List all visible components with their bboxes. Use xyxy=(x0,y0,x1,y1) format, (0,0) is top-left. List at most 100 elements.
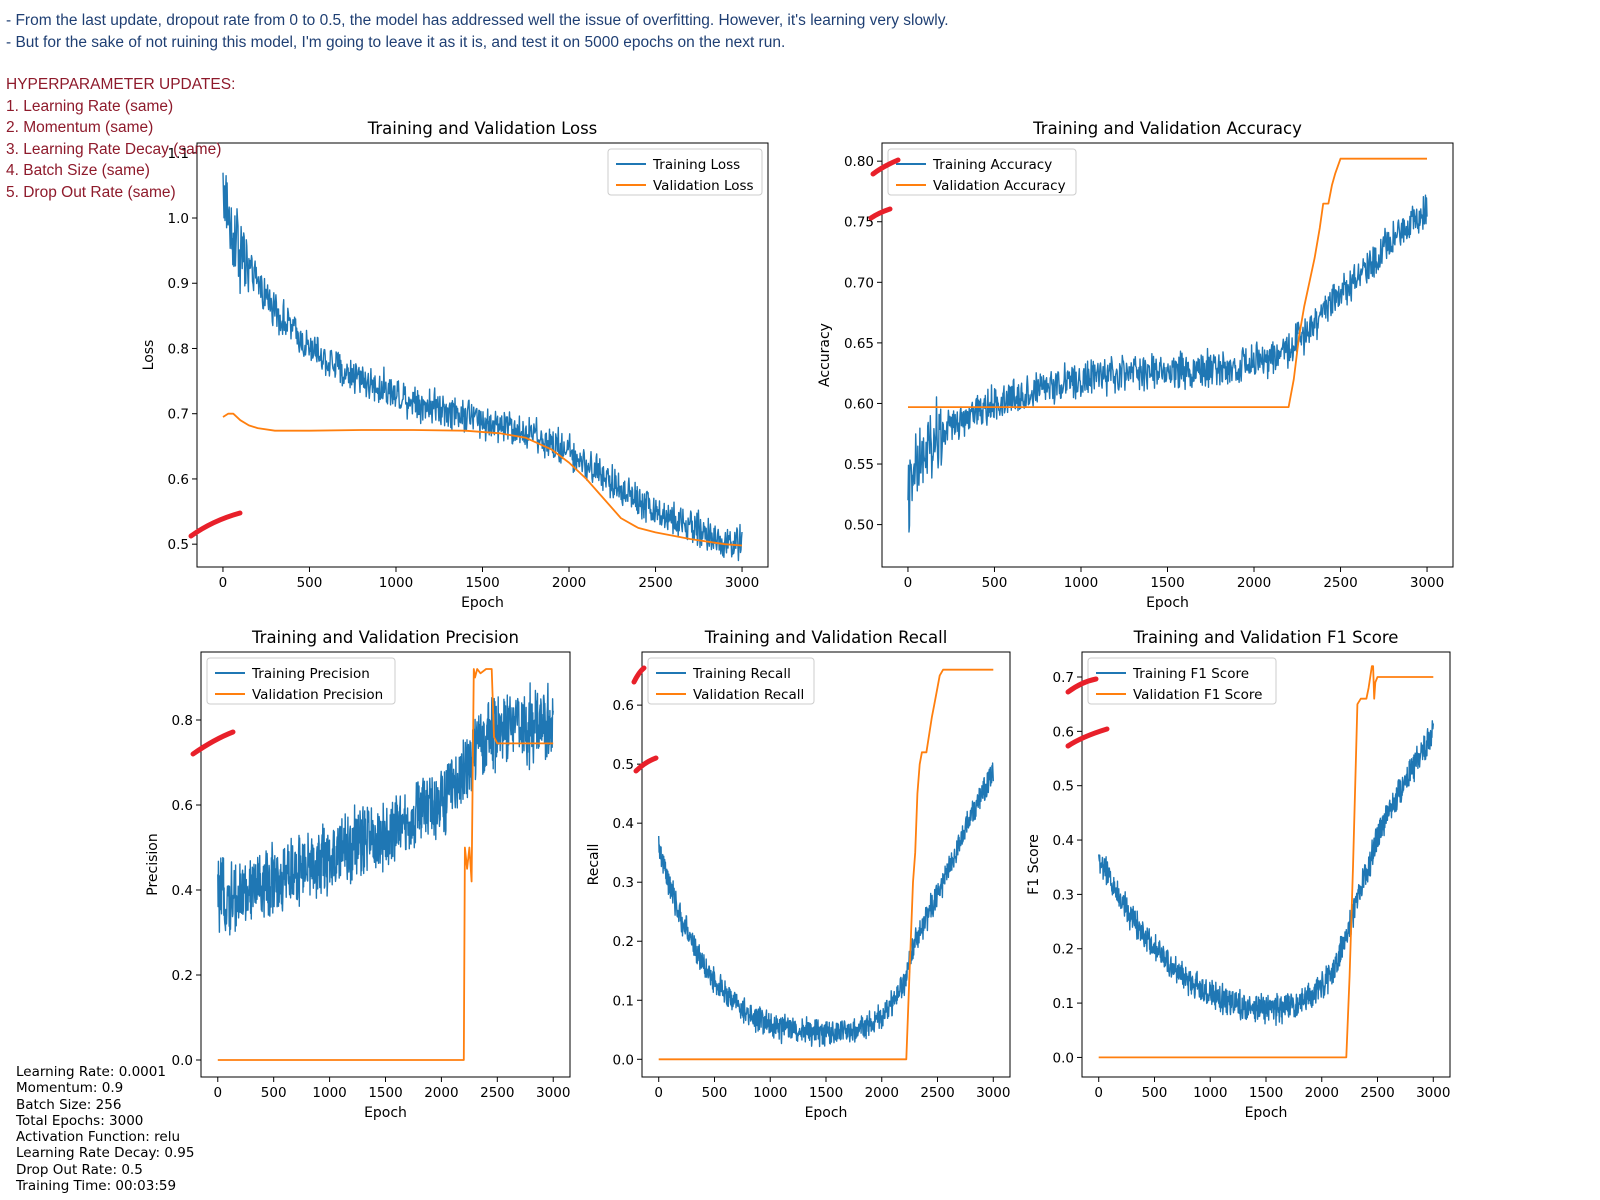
config-line: Learning Rate: 0.0001 xyxy=(16,1064,166,1080)
x-tick-label: 1000 xyxy=(1064,575,1098,591)
config-line: Activation Function: relu xyxy=(16,1129,181,1146)
chart-4: 0 500 1000 1500 2000 2500 3000 0.0 0.1 0.2 0.3 0.4 0… xyxy=(586,628,1011,1121)
y-tick-label: 1.0 xyxy=(168,211,189,227)
series-line-training xyxy=(1098,720,1434,1027)
series-line-validation xyxy=(222,412,743,547)
legend-label: Validation Loss xyxy=(653,178,754,194)
legend-label: Training Loss xyxy=(652,157,740,173)
x-tick-label: 500 xyxy=(982,575,1008,591)
x-tick-label: 1500 xyxy=(465,575,499,591)
y-tick-label: 0.1 xyxy=(613,993,634,1009)
annotation-mark xyxy=(188,510,243,539)
hyperparameter-item: 4. Batch Size (same) xyxy=(6,162,150,179)
legend-label: Training Precision xyxy=(251,666,370,682)
y-tick-label: 0.4 xyxy=(172,883,193,899)
y-tick-label: 0.55 xyxy=(844,457,874,473)
note-line: - From the last update, dropout rate fro… xyxy=(6,12,949,29)
y-tick-label: 0.3 xyxy=(1053,887,1074,903)
annotation-mark xyxy=(190,729,236,757)
y-tick-label: 0.80 xyxy=(844,154,874,170)
annotation-mark xyxy=(868,206,893,221)
x-tick-label: 2000 xyxy=(865,1085,899,1101)
x-tick-label: 1500 xyxy=(1150,575,1184,591)
x-tick-label: 500 xyxy=(702,1085,728,1101)
x-tick-label: 1000 xyxy=(312,1085,346,1101)
x-tick-label: 500 xyxy=(261,1085,287,1101)
config-line: Learning Rate Decay: 0.95 xyxy=(16,1145,195,1162)
y-tick-label: 0.5 xyxy=(613,757,634,773)
y-axis-label: Loss xyxy=(141,340,157,371)
y-tick-label: 0.7 xyxy=(168,407,189,423)
series-line-training xyxy=(907,194,1428,533)
x-tick-label: 2500 xyxy=(1360,1085,1394,1101)
y-tick-label: 0.4 xyxy=(613,816,634,832)
series-line-training xyxy=(658,762,994,1048)
annotation-mark xyxy=(631,665,647,685)
x-axis-label: Epoch xyxy=(461,595,504,611)
x-tick-label: 0 xyxy=(1094,1085,1103,1101)
y-tick-label: 0.75 xyxy=(844,215,874,231)
legend-box xyxy=(607,148,763,196)
x-tick-label: 1500 xyxy=(368,1085,402,1101)
hyperparameter-updates: HYPERPARAMETER UPDATES: 1. Learning Rate… xyxy=(6,74,235,203)
x-tick-label: 2000 xyxy=(424,1085,458,1101)
y-tick-label: 0.0 xyxy=(172,1053,193,1069)
y-tick-label: 0.7 xyxy=(1053,670,1074,686)
annotation-mark xyxy=(870,157,901,177)
x-tick-label: 3000 xyxy=(725,575,759,591)
series-line-validation xyxy=(217,668,554,1061)
x-tick-label: 0 xyxy=(654,1085,663,1101)
x-axis-label: Epoch xyxy=(1146,595,1189,611)
y-tick-label: 0.2 xyxy=(172,968,193,984)
note-line: - But for the sake of not ruining this m… xyxy=(6,33,786,51)
plot-area xyxy=(642,652,1010,1077)
legend-label: Validation F1 Score xyxy=(1133,687,1262,703)
y-tick-label: 0.0 xyxy=(1053,1050,1074,1066)
y-tick-label: 0.2 xyxy=(1053,942,1074,958)
y-axis-label: Recall xyxy=(586,844,602,886)
chart-title: Training and Validation Accuracy xyxy=(1032,119,1302,138)
y-tick-label: 0.65 xyxy=(844,336,874,352)
y-tick-label: 0.6 xyxy=(1053,724,1074,740)
chart-1: 0 500 1000 1500 2000 2500 3000 0.5 0.6 0.7 0.8 0.9 1… xyxy=(141,119,769,611)
chart-title: Training and Validation F1 Score xyxy=(1133,628,1399,647)
legend-box xyxy=(647,657,815,705)
y-tick-label: 0.8 xyxy=(172,713,193,729)
run-notes: - From the last update, dropout rate fro… xyxy=(6,10,949,53)
x-tick-label: 3000 xyxy=(1410,575,1444,591)
y-tick-label: 0.6 xyxy=(168,472,189,488)
hyperparameter-item: 2. Momentum (same) xyxy=(6,119,154,136)
annotation-mark xyxy=(633,755,659,774)
x-tick-label: 1500 xyxy=(1249,1085,1283,1101)
annotation-mark xyxy=(1065,676,1099,695)
legend-box xyxy=(206,657,396,705)
x-axis-label: Epoch xyxy=(364,1105,407,1121)
y-axis-label: Accuracy xyxy=(817,323,833,387)
y-tick-label: 0.8 xyxy=(168,341,189,357)
y-tick-label: 0.70 xyxy=(844,275,874,291)
chart-title: Training and Validation Loss xyxy=(367,119,598,138)
x-tick-label: 500 xyxy=(1142,1085,1168,1101)
y-tick-label: 0.9 xyxy=(168,276,189,292)
hyperparameter-updates-title: HYPERPARAMETER UPDATES: xyxy=(6,76,236,93)
chart-title: Training and Validation Recall xyxy=(704,628,948,647)
y-axis-label: Precision xyxy=(145,833,161,895)
legend-label: Training F1 Score xyxy=(1132,666,1249,682)
x-tick-label: 1000 xyxy=(1193,1085,1227,1101)
x-tick-label: 1500 xyxy=(809,1085,843,1101)
x-tick-label: 1000 xyxy=(753,1085,787,1101)
x-tick-label: 3000 xyxy=(536,1085,570,1101)
plot-area xyxy=(882,143,1453,567)
series-line-training xyxy=(222,172,743,562)
legend-box xyxy=(887,148,1077,196)
x-tick-label: 2000 xyxy=(552,575,586,591)
hyperparameter-item: 5. Drop Out Rate (same) xyxy=(6,183,176,201)
hyperparameter-item: 3. Learning Rate Decay (same) xyxy=(6,140,222,158)
y-tick-label: 0.60 xyxy=(844,396,874,412)
config-line: Momentum: 0.9 xyxy=(16,1080,124,1097)
config-line: Batch Size: 256 xyxy=(16,1096,122,1113)
config-line: Drop Out Rate: 0.5 xyxy=(16,1161,143,1178)
y-tick-label: 0.50 xyxy=(844,518,874,534)
series-line-validation xyxy=(1098,665,1434,1059)
y-axis-label: F1 Score xyxy=(1026,834,1042,895)
